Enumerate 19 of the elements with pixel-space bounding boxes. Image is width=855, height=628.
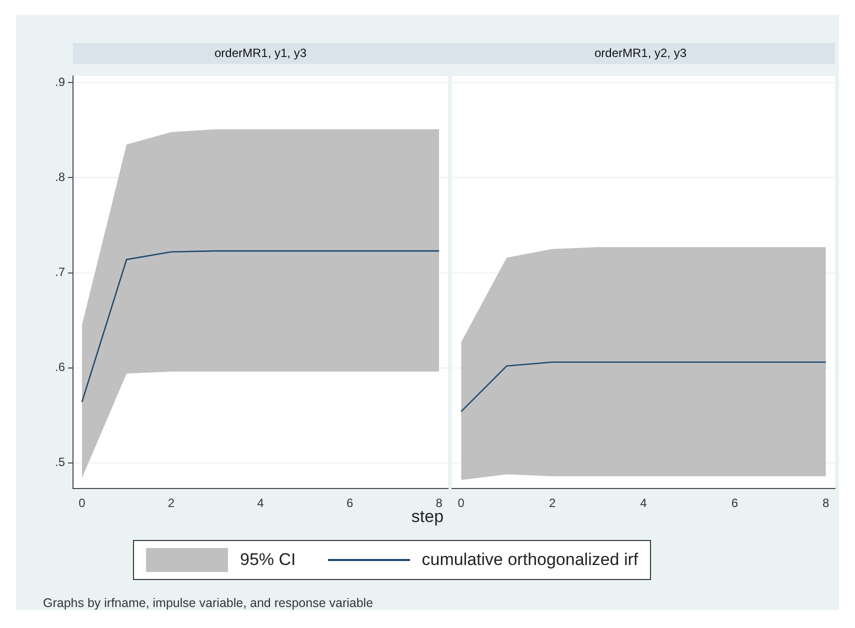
x-tick-label: 0	[78, 496, 86, 510]
legend-label: cumulative orthogonalized irf	[422, 550, 638, 570]
x-tick-label: 2	[168, 496, 175, 510]
x-tick-label: 2	[548, 496, 556, 510]
y-tick-label: .9	[54, 74, 66, 89]
chart-title: orderMR1, y1, y3	[73, 43, 448, 64]
y-tick-label: .7	[54, 265, 66, 280]
x-tick-label: 6	[346, 496, 354, 510]
x-tick-label: 0	[458, 496, 465, 510]
x-tick-label: 8	[822, 496, 830, 510]
x-tick-label: 4	[257, 496, 264, 510]
text: Graphs by irfname, impulse variable, and response variable	[43, 596, 374, 610]
x-tick-label: 6	[731, 496, 738, 510]
y-tick-label: .6	[54, 360, 66, 374]
chart-title: orderMR1, y2, y3	[446, 43, 835, 64]
y-tick-label: .5	[54, 455, 66, 470]
y-tick-label: .8	[54, 170, 66, 184]
x-tick-label: 4	[640, 496, 648, 510]
text: 95% CI	[240, 550, 296, 570]
